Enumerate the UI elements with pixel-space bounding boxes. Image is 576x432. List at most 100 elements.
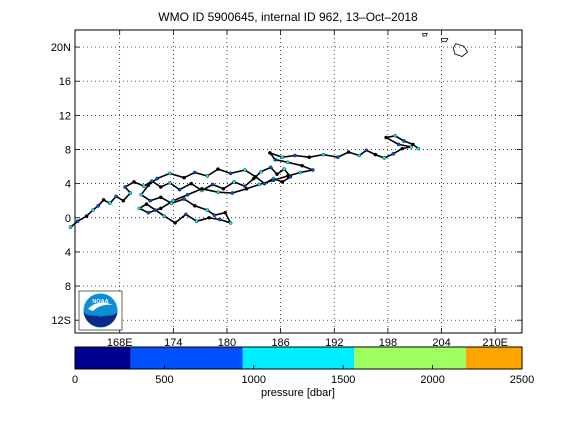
- profile-point: [182, 197, 186, 201]
- profile-point: [192, 203, 197, 208]
- lat-tick-label: 8: [65, 281, 71, 293]
- profile-point: [298, 170, 303, 175]
- profile-point: [132, 180, 136, 184]
- profile-point: [216, 167, 220, 171]
- profile-point: [158, 206, 163, 211]
- profile-point: [137, 206, 142, 211]
- profile-point: [259, 169, 263, 174]
- profile-point: [346, 150, 351, 154]
- lon-tick-label: 174: [164, 337, 182, 349]
- colorbar-tick-label: 1500: [331, 374, 355, 386]
- lat-tick-label: 8: [65, 144, 71, 156]
- lat-tick-label: 12S: [51, 315, 71, 327]
- profile-point: [253, 174, 258, 179]
- profile-point: [382, 156, 387, 160]
- profile-point: [228, 221, 233, 225]
- profile-point: [146, 210, 151, 215]
- profile-point: [194, 219, 199, 223]
- profile-point: [321, 152, 326, 157]
- profile-point: [300, 163, 304, 168]
- profile-point: [158, 195, 163, 200]
- profile-point: [155, 176, 159, 181]
- noaa-logo-ocean: [83, 312, 118, 328]
- colorbar-tick-label: 2500: [510, 374, 534, 386]
- colorbar-tick-label: 0: [72, 374, 78, 386]
- profile-point: [282, 167, 287, 171]
- profile-point: [185, 192, 190, 197]
- profile-point: [171, 198, 176, 203]
- profile-point: [212, 213, 217, 217]
- profile-point: [411, 142, 415, 147]
- profile-point: [173, 221, 177, 225]
- noaa-logo-bird-icon: [88, 302, 113, 311]
- lat-tick-label: 0: [65, 213, 71, 225]
- profile-point: [128, 191, 133, 195]
- profile-point: [189, 181, 193, 186]
- profile-point: [268, 151, 272, 155]
- lon-tick-label: 192: [325, 337, 343, 349]
- profile-point: [96, 203, 100, 208]
- map-frame: [74, 29, 523, 334]
- lon-tick-label: 204: [432, 337, 450, 349]
- profile-point: [221, 186, 226, 191]
- colorbar-bin: [466, 347, 522, 369]
- colorbar-bin: [130, 347, 243, 369]
- profile-point: [184, 212, 188, 217]
- profile-point: [123, 185, 127, 189]
- profile-point: [268, 165, 273, 170]
- profile-point: [228, 171, 233, 176]
- profile-point: [307, 155, 312, 159]
- profile-point: [393, 133, 397, 138]
- profile-point: [121, 198, 126, 203]
- lat-tick-label: 4: [65, 179, 71, 191]
- profile-point: [169, 201, 174, 206]
- profile-point: [280, 155, 285, 159]
- profile-point: [373, 152, 378, 157]
- profile-point: [364, 148, 369, 153]
- noaa-logo-text: NOAA: [92, 299, 108, 305]
- profile-point: [216, 190, 220, 194]
- profile-point: [310, 168, 315, 172]
- profile-point: [139, 192, 143, 197]
- profile-point: [293, 153, 297, 158]
- profile-point: [182, 175, 186, 180]
- colorbar-ticks: 0 500 1000 1500 2000 2500: [72, 365, 534, 386]
- profile-point: [285, 160, 290, 165]
- colorbar-tick-label: 500: [155, 374, 173, 386]
- profile-point: [148, 198, 152, 203]
- colorbar-label: pressure [dbar]: [261, 387, 335, 399]
- profile-point: [167, 180, 172, 185]
- profile-point: [114, 194, 118, 199]
- profile-point: [217, 217, 222, 222]
- profile-point: [167, 171, 172, 176]
- profile-point: [162, 214, 167, 218]
- profile-point: [244, 186, 249, 191]
- lon-tick-label: 180: [218, 337, 236, 349]
- profile-point: [335, 155, 340, 159]
- profile-point: [391, 151, 396, 156]
- profile-point: [192, 170, 197, 175]
- profile-point: [232, 180, 236, 184]
- profile-point: [243, 168, 247, 172]
- lat-tick-label: 20N: [51, 42, 71, 54]
- profile-point: [205, 208, 210, 212]
- lat-tick-label: 12: [59, 110, 71, 122]
- profile-point: [158, 185, 163, 189]
- axis-ticks: 20N 16 12 8 4 0 4 8 12S 168E 174 180 186 192 198 204 210…: [51, 30, 522, 349]
- profile-point: [402, 139, 406, 143]
- map-grid: [75, 30, 522, 333]
- lat-tick-label: 16: [59, 76, 71, 88]
- profile-point: [243, 184, 247, 188]
- profile-point: [273, 157, 278, 162]
- colorbar-bin: [242, 347, 355, 369]
- pressure-colorbar: [75, 347, 522, 369]
- land-layer: [422, 33, 469, 57]
- colorbar-tick-label: 1000: [242, 374, 266, 386]
- profile-point: [400, 146, 405, 151]
- lon-tick-label: 168E: [107, 337, 133, 349]
- profile-point: [384, 135, 388, 140]
- profile-point: [210, 182, 215, 187]
- float-track: [68, 133, 421, 229]
- profile-point: [271, 178, 276, 182]
